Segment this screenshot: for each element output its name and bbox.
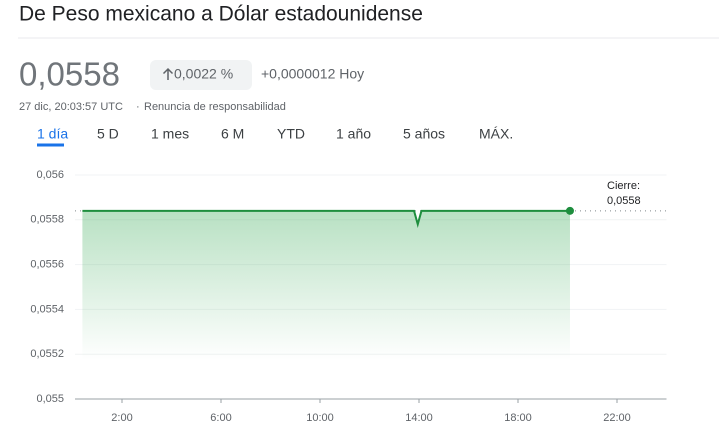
tab[interactable]: 5 años (403, 126, 445, 142)
separator: · (136, 101, 140, 113)
y-tick-label: 0,056 (36, 169, 64, 181)
y-tick-label: 0,0554 (30, 303, 64, 315)
tab[interactable]: MÁX. (479, 126, 513, 142)
x-tick-label: 22:00 (603, 412, 631, 424)
title: De Peso mexicano a Dólar estadounidense (19, 3, 423, 26)
x-tick-label: 18:00 (504, 412, 532, 424)
price: 0,0558 (19, 56, 120, 93)
change-abs: +0,0000012 Hoy (261, 66, 364, 82)
y-tick-label: 0,0552 (30, 348, 64, 360)
disclaimer[interactable]: Renuncia de responsabilidad (144, 101, 286, 113)
tab[interactable]: 5 D (97, 126, 119, 142)
value-label: 0,0558 (607, 195, 641, 207)
annotation: Cierre: (607, 180, 640, 192)
area (82, 210, 570, 360)
change-chip (150, 60, 252, 90)
tab[interactable]: 1 año (336, 126, 371, 142)
tab[interactable]: 1 mes (151, 126, 189, 142)
x-tick-label: 6:00 (210, 412, 231, 424)
change-pct: 0,0022 % (174, 66, 233, 82)
x-tick-label: 10:00 (306, 412, 334, 424)
tab[interactable]: 6 M (221, 126, 244, 142)
y-tick-label: 0,0558 (30, 214, 64, 226)
end-dot (565, 206, 574, 215)
tab[interactable]: 1 día (37, 126, 68, 142)
line (82, 209, 570, 229)
y-tick-label: 0,0556 (30, 259, 64, 271)
arrow-icon (162, 67, 174, 80)
x-tick-label: 14:00 (405, 412, 433, 424)
y-tick-label: 0,055 (36, 393, 64, 405)
timestamp: 27 dic, 20:03:57 UTC (19, 101, 123, 113)
x-tick-label: 2:00 (111, 412, 132, 424)
tab[interactable]: YTD (277, 126, 305, 142)
